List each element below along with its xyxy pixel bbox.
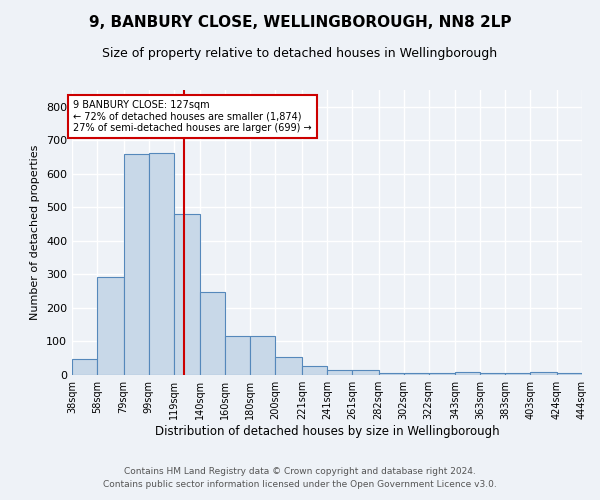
Bar bbox=[225, 336, 250, 375]
Bar bbox=[97, 277, 124, 375]
Bar bbox=[200, 292, 225, 375]
Bar bbox=[327, 370, 352, 375]
Bar bbox=[250, 336, 275, 375]
Bar bbox=[275, 357, 302, 375]
Bar bbox=[530, 372, 557, 375]
Text: Contains HM Land Registry data © Crown copyright and database right 2024.: Contains HM Land Registry data © Crown c… bbox=[124, 467, 476, 476]
Bar bbox=[352, 370, 379, 375]
Bar bbox=[379, 374, 404, 375]
Bar bbox=[455, 372, 480, 375]
Bar bbox=[149, 152, 174, 375]
Bar bbox=[174, 214, 200, 375]
Bar bbox=[72, 359, 97, 375]
Text: 9 BANBURY CLOSE: 127sqm
← 72% of detached houses are smaller (1,874)
27% of semi: 9 BANBURY CLOSE: 127sqm ← 72% of detache… bbox=[73, 100, 312, 134]
Bar bbox=[480, 374, 505, 375]
Bar bbox=[557, 374, 582, 375]
Y-axis label: Number of detached properties: Number of detached properties bbox=[31, 145, 40, 320]
Text: Contains public sector information licensed under the Open Government Licence v3: Contains public sector information licen… bbox=[103, 480, 497, 489]
Bar bbox=[505, 374, 530, 375]
Bar bbox=[404, 374, 429, 375]
Text: 9, BANBURY CLOSE, WELLINGBOROUGH, NN8 2LP: 9, BANBURY CLOSE, WELLINGBOROUGH, NN8 2L… bbox=[89, 15, 511, 30]
X-axis label: Distribution of detached houses by size in Wellingborough: Distribution of detached houses by size … bbox=[155, 425, 499, 438]
Bar bbox=[124, 154, 149, 375]
Bar bbox=[429, 374, 455, 375]
Text: Size of property relative to detached houses in Wellingborough: Size of property relative to detached ho… bbox=[103, 48, 497, 60]
Bar bbox=[302, 366, 327, 375]
